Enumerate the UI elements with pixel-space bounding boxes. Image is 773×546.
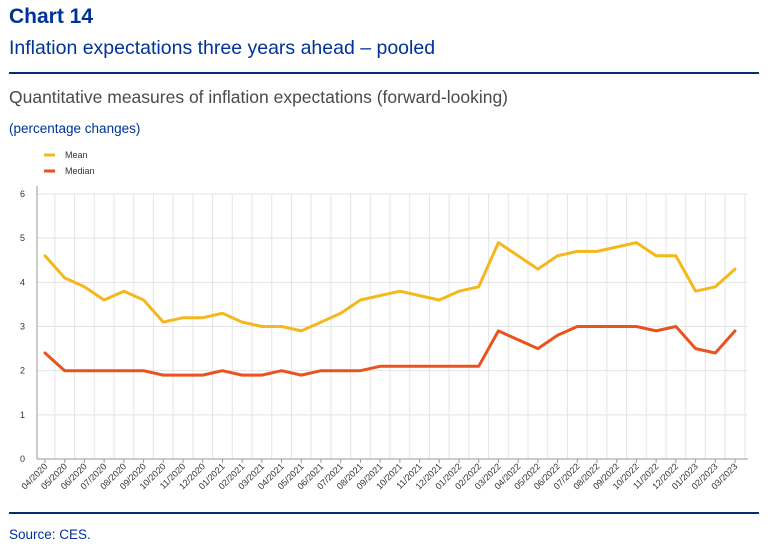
y-tick-label: 1 xyxy=(20,410,25,420)
chart-title: Inflation expectations three years ahead… xyxy=(9,37,436,59)
source-note: Source: CES. xyxy=(9,527,91,542)
y-tick-label: 5 xyxy=(20,233,25,243)
top-divider xyxy=(9,72,759,74)
axis-layer: 012345604/202005/202006/202007/202008/20… xyxy=(19,186,748,491)
y-tick-label: 3 xyxy=(20,322,25,332)
grid-layer xyxy=(37,193,748,459)
y-tick-label: 4 xyxy=(20,277,25,287)
units-label: (percentage changes) xyxy=(9,121,141,136)
y-tick-label: 0 xyxy=(20,454,25,464)
series-line-median xyxy=(43,325,737,377)
legend: Mean Median xyxy=(44,150,95,176)
legend-label-mean: Mean xyxy=(65,150,88,160)
line-chart: 012345604/202005/202006/202007/202008/20… xyxy=(19,150,748,491)
chart-subtitle: Quantitative measures of inflation expec… xyxy=(9,87,508,107)
series-line-mean xyxy=(43,241,737,333)
bottom-divider xyxy=(9,512,759,514)
y-tick-label: 6 xyxy=(20,189,25,199)
legend-label-median: Median xyxy=(65,166,95,176)
series-layer xyxy=(43,241,737,377)
y-tick-label: 2 xyxy=(20,366,25,376)
chart-number: Chart 14 xyxy=(9,5,94,28)
